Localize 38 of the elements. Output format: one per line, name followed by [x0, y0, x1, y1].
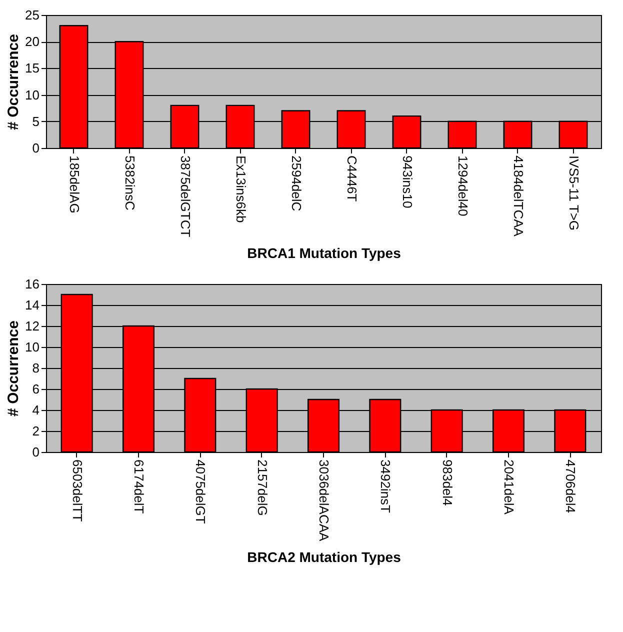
x-tick-label: 2041delA — [502, 460, 516, 515]
x-tick-label: 3036delACAA — [316, 460, 332, 542]
y-tick-label: 4 — [32, 402, 40, 418]
y-tick-label: 10 — [25, 340, 40, 354]
y-tick-label: 0 — [32, 140, 40, 156]
x-tick-label: Ex13ins6kb — [233, 156, 248, 223]
x-tick-label: 943ins10 — [400, 156, 415, 208]
y-tick-label: 6 — [32, 382, 40, 396]
x-tick-label: 185delAG — [66, 156, 82, 214]
y-axis-title: # Occurrence — [5, 34, 22, 130]
x-tick-label: 5382insC — [122, 156, 138, 210]
x-tick-label: 3875delGTCT — [178, 156, 193, 238]
x-tick-label: 4184delTCAA — [510, 156, 526, 237]
x-tick-label: 2594delC — [288, 156, 304, 212]
y-axis-title: # Occurrence — [5, 320, 22, 416]
y-tick-label: 8 — [32, 360, 40, 376]
x-tick-label: 4075delGT — [193, 460, 208, 524]
y-tick-label: 2 — [32, 424, 40, 438]
x-tick-label: 2157delG — [254, 460, 270, 516]
x-tick-label: C4446T — [344, 156, 360, 202]
x-tick-label: 4706del4 — [563, 460, 578, 513]
y-tick-label: 20 — [25, 34, 40, 50]
x-tick-label: IVS5-11 T>G — [566, 156, 582, 231]
x-tick-label: 6174delT — [132, 460, 146, 514]
y-tick-label: 14 — [25, 298, 40, 312]
x-axis-title: BRCA1 Mutation Types — [247, 245, 402, 262]
y-tick-label: 12 — [25, 318, 40, 334]
x-tick-label: 983del4 — [440, 460, 455, 506]
x-tick-label: 1294del40 — [455, 156, 470, 216]
x-tick-label: 6503delTT — [70, 460, 85, 522]
y-tick-label: 25 — [25, 8, 40, 22]
y-tick-label: 10 — [25, 87, 40, 102]
y-tick-label: 15 — [25, 60, 40, 76]
x-tick-label: 3492insT — [378, 460, 394, 514]
x-axis-title: BRCA2 Mutation Types — [247, 549, 402, 566]
y-tick-label: 16 — [25, 276, 40, 292]
y-tick-label: 0 — [32, 444, 40, 460]
y-tick-label: 5 — [32, 114, 40, 129]
